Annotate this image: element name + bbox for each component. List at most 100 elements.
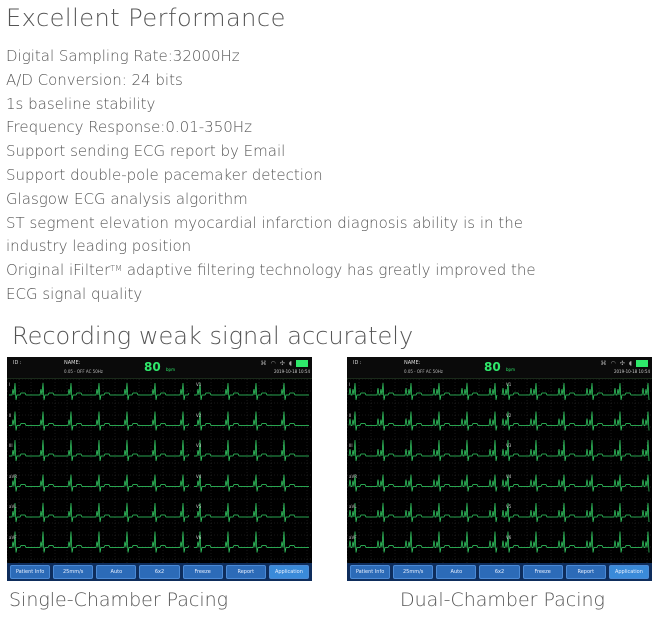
- lead-label: V2: [506, 413, 512, 418]
- heart-rate-unit: bpm: [506, 367, 515, 372]
- ifilter-suffix: adaptive filtering technology has greatl…: [122, 261, 536, 280]
- mode-button[interactable]: Auto: [436, 565, 477, 579]
- wifi-icon: ◠: [270, 359, 276, 367]
- ecg-trace: [501, 474, 650, 492]
- freeze-button[interactable]: Freeze: [182, 565, 223, 579]
- application-button[interactable]: Application: [268, 565, 309, 579]
- ecg-trace: [194, 474, 309, 492]
- mode-button[interactable]: Auto: [96, 565, 137, 579]
- lead-label: II: [9, 413, 12, 418]
- ecg-trace: [348, 502, 498, 523]
- feature-list: Digital Sampling Rate:32000Hz A/D Conver…: [6, 45, 566, 307]
- freeze-button[interactable]: Freeze: [522, 565, 563, 579]
- report-button[interactable]: Report: [225, 565, 266, 579]
- feature-item: A/D Conversion: 24 bits: [6, 70, 183, 89]
- caption-dual-chamber: Dual-Chamber Pacing: [400, 589, 605, 611]
- speed-button[interactable]: 25mm/s: [393, 565, 434, 579]
- feature-item-ifilter: Original iFilterTM adaptive filtering te…: [6, 259, 566, 283]
- status-bar: ID : NAME: 0.05 - OFF AC 50Hz 80 bpm ⌘ ◠…: [347, 357, 652, 379]
- feature-item: Support double-pole pacemaker detection: [6, 165, 323, 184]
- date-time: 2019-10-18 10:54: [273, 369, 310, 374]
- date-time: 2019-10-18 10:54: [613, 369, 650, 374]
- lead-label: aVL: [349, 504, 357, 509]
- ecg-trace: [348, 531, 498, 553]
- ecg-trace: [194, 502, 309, 523]
- lead-label: III: [349, 443, 353, 448]
- lead-label: II: [349, 413, 352, 418]
- status-icons: ⌘ ◠ ✣ ◖: [601, 360, 648, 367]
- fan-icon: ✣: [619, 359, 625, 367]
- lead-label: aVF: [9, 535, 17, 540]
- patient-name-label: NAME:: [64, 360, 81, 366]
- report-button[interactable]: Report: [565, 565, 606, 579]
- wifi-icon: ◠: [610, 359, 616, 367]
- patient-name-label: NAME:: [404, 360, 421, 366]
- application-button[interactable]: Application: [608, 565, 649, 579]
- lead-label: V1: [506, 382, 512, 387]
- caption-single-chamber: Single-Chamber Pacing: [9, 589, 229, 611]
- speaker-icon: ◖: [628, 359, 632, 367]
- lead-label: V5: [506, 504, 512, 509]
- layout-button[interactable]: 6x2: [479, 565, 520, 579]
- button-bar: Patient Info 25mm/s Auto 6x2 Freeze Repo…: [7, 563, 312, 581]
- ecg-trace: [9, 474, 190, 492]
- lead-label: V1: [196, 382, 202, 387]
- ecg-trace: [501, 531, 650, 553]
- ecg-trace: [9, 382, 190, 401]
- feature-item: Support sending ECG report by Email: [6, 142, 286, 161]
- feature-item: 1s baseline stability: [6, 94, 156, 113]
- status-bar: ID : NAME: 0.05 - OFF AC 50Hz 80 bpm ⌘ ◠…: [7, 357, 312, 379]
- ecg-trace: [9, 411, 190, 431]
- ecg-trace: [348, 474, 498, 492]
- lead-label: III: [9, 443, 13, 448]
- lead-label: aVR: [349, 474, 357, 479]
- heart-rate-unit: bpm: [166, 367, 175, 372]
- ecg-trace: [194, 439, 309, 462]
- feature-item: ECG signal quality: [6, 284, 143, 303]
- lead-label: V5: [196, 504, 202, 509]
- patient-id-label: ID :: [353, 360, 362, 366]
- ecg-trace: [348, 411, 498, 431]
- feature-item: Digital Sampling Rate:32000Hz: [6, 47, 240, 65]
- ecg-waveform-area: [347, 379, 652, 563]
- ecg-grid: [7, 379, 312, 563]
- pacing-icon: ⌘: [260, 359, 267, 367]
- ecg-trace: [501, 502, 650, 523]
- section-title: Recording weak signal accurately: [12, 322, 414, 350]
- lead-label: aVR: [9, 474, 17, 479]
- ecg-trace: [194, 411, 309, 431]
- ecg-trace: [9, 439, 190, 462]
- battery-icon: [636, 360, 648, 367]
- layout-button[interactable]: 6x2: [139, 565, 180, 579]
- feature-item: Frequency Response:0.01-350Hz: [6, 118, 252, 137]
- button-bar: Patient Info 25mm/s Auto 6x2 Freeze Repo…: [347, 563, 652, 581]
- ecg-trace: [348, 382, 498, 401]
- pacing-icon: ⌘: [600, 359, 607, 367]
- patient-info-button[interactable]: Patient Info: [350, 565, 391, 579]
- ifilter-prefix: Original iFilter: [6, 261, 111, 280]
- lead-label: V3: [506, 443, 512, 448]
- fan-icon: ✣: [279, 359, 285, 367]
- heart-rate-value: 80: [144, 360, 161, 374]
- lead-label: aVL: [9, 504, 17, 509]
- lead-label: V2: [196, 413, 202, 418]
- ecg-screen-single: ID : NAME: 0.05 - OFF AC 50Hz 80 bpm ⌘ ◠…: [7, 357, 312, 581]
- speaker-icon: ◖: [288, 359, 292, 367]
- lead-label: I: [9, 382, 11, 387]
- lead-label: aVF: [349, 535, 357, 540]
- patient-id-label: ID :: [13, 360, 22, 366]
- lead-label: V4: [196, 474, 202, 479]
- speed-button[interactable]: 25mm/s: [53, 565, 94, 579]
- feature-item: ST segment elevation myocardial infarcti…: [6, 213, 523, 232]
- ecg-trace: [501, 439, 650, 462]
- status-icons: ⌘ ◠ ✣ ◖: [261, 360, 308, 367]
- lead-label: I: [349, 382, 351, 387]
- lead-label: V4: [506, 474, 512, 479]
- ecg-trace: [194, 531, 309, 553]
- lead-label: V6: [506, 535, 512, 540]
- patient-info-button[interactable]: Patient Info: [10, 565, 51, 579]
- trademark-mark: TM: [110, 264, 123, 274]
- ecg-trace: [501, 382, 650, 401]
- ecg-waveform-area: [7, 379, 312, 563]
- ecg-trace: [501, 411, 650, 431]
